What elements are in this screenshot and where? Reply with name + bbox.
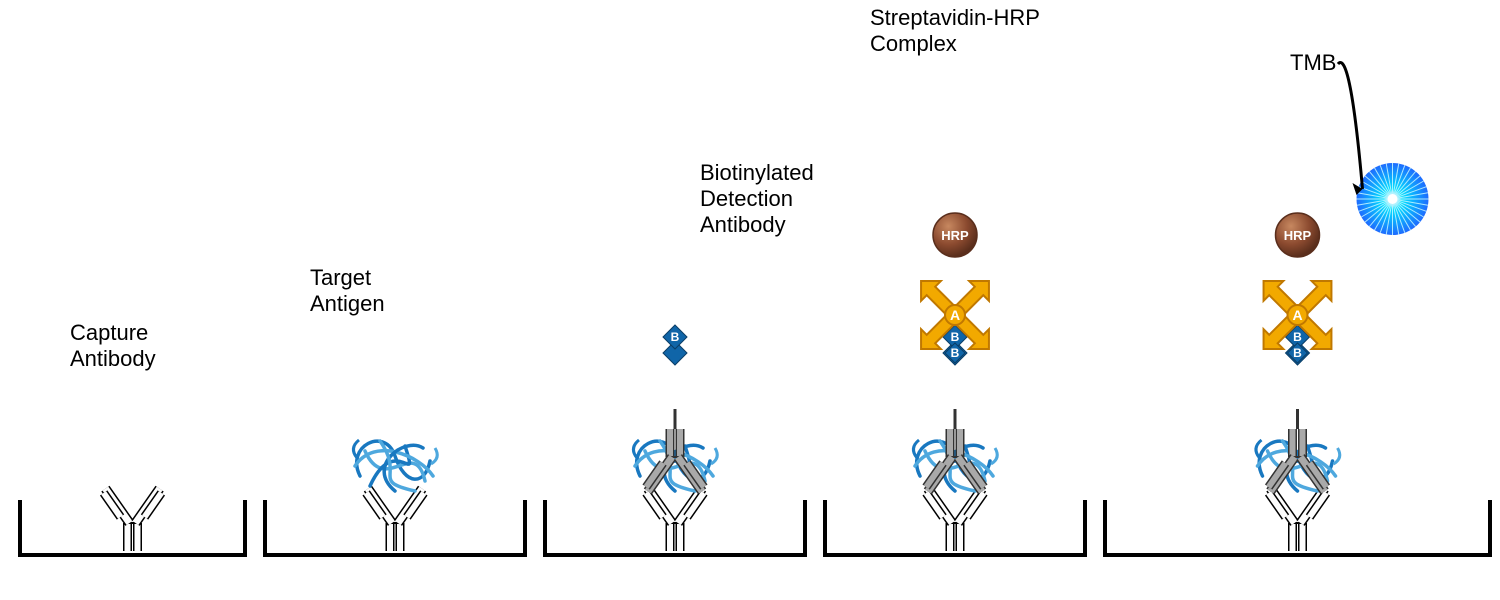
svg-text:Detection: Detection [700, 186, 793, 211]
svg-text:B: B [951, 330, 960, 344]
svg-text:Antibody: Antibody [70, 346, 156, 371]
svg-text:A: A [1292, 307, 1302, 323]
svg-text:B: B [951, 346, 960, 360]
svg-text:A: A [950, 307, 960, 323]
svg-text:Antibody: Antibody [700, 212, 786, 237]
svg-text:HRP: HRP [1284, 228, 1312, 243]
svg-text:Complex: Complex [870, 31, 957, 56]
svg-text:B: B [1293, 346, 1302, 360]
svg-text:Biotinylated: Biotinylated [700, 160, 814, 185]
svg-text:B: B [671, 330, 680, 344]
svg-text:Target: Target [310, 265, 371, 290]
svg-text:Capture: Capture [70, 320, 148, 345]
svg-text:HRP: HRP [941, 228, 969, 243]
svg-text:TMB: TMB [1290, 50, 1336, 75]
svg-text:B: B [1293, 330, 1302, 344]
svg-text:Streptavidin-HRP: Streptavidin-HRP [870, 5, 1040, 30]
svg-text:Antigen: Antigen [310, 291, 385, 316]
